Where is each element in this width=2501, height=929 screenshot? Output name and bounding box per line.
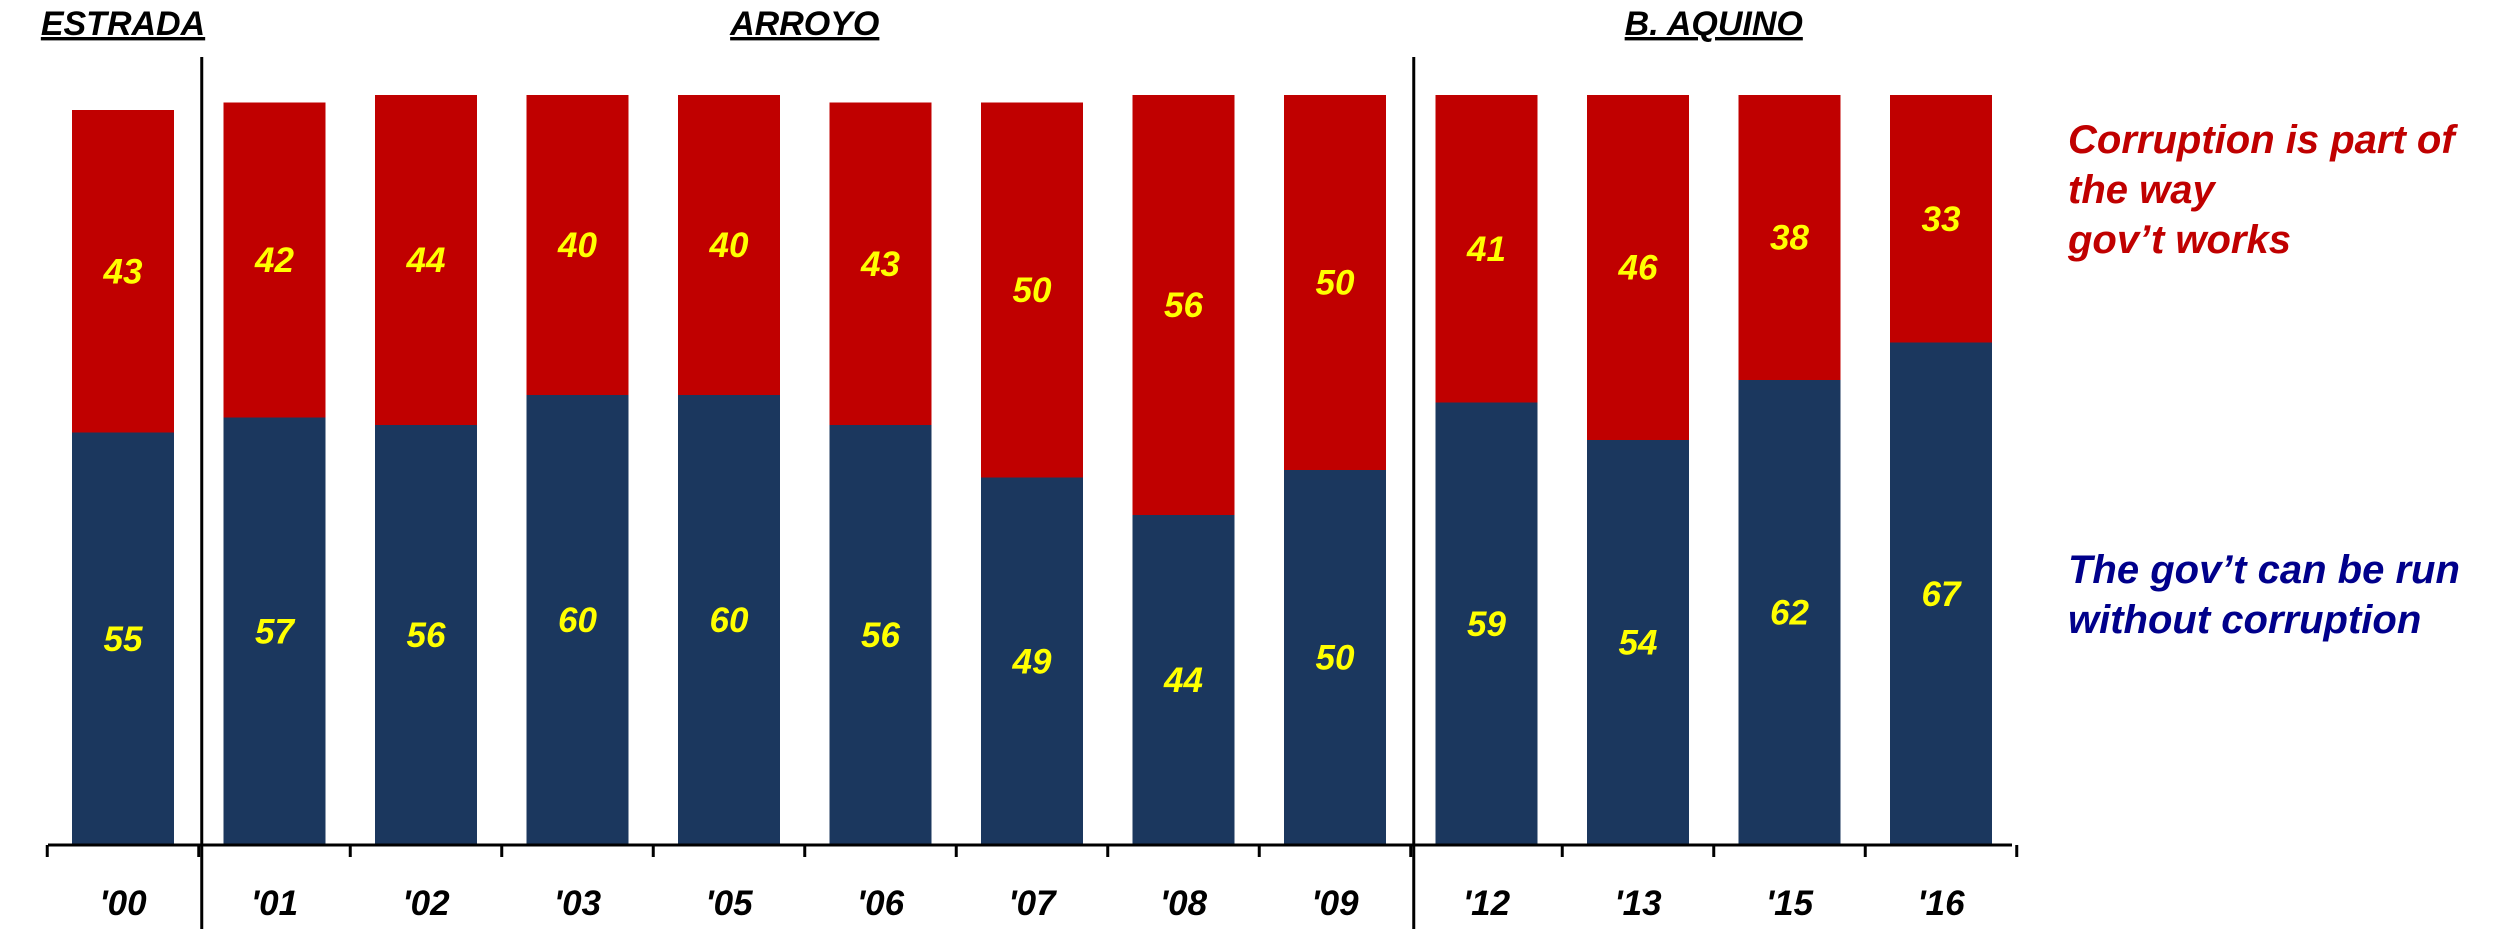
legend-line: gov’t works [2068,218,2291,262]
data-label: 43 [103,252,143,291]
data-label: 50 [1316,264,1355,303]
bar-segment-corruption-part-15 [1738,95,1841,380]
x-tick-label: '13 [1614,884,1662,923]
legend-line: without corruption [2068,598,2422,642]
bar-segment-run-without-13 [1587,440,1689,845]
bar-segment-corruption-part-03 [526,95,629,395]
bar-segment-corruption-part-07 [981,102,1083,478]
data-label: 57 [255,612,295,651]
period-title: ARROYO [729,5,879,43]
data-label: 44 [1163,661,1203,700]
x-tick-label: '16 [1917,884,1965,923]
data-label: 60 [710,601,749,640]
bar-segment-run-without-08 [1132,515,1235,845]
bar-segment-corruption-part-01 [223,102,326,418]
bar-segment-run-without-07 [981,477,1083,845]
bar-segment-corruption-part-09 [1284,95,1386,470]
x-tick-label: '02 [402,884,450,923]
data-label: 67 [1922,575,1962,614]
bar-segment-corruption-part-05 [678,95,780,395]
x-tick-label: '08 [1160,884,1208,923]
bar-segment-corruption-part-13 [1587,95,1689,440]
data-label: 56 [861,616,900,655]
x-tick-label: '12 [1463,884,1511,923]
bar-segment-run-without-09 [1284,470,1386,845]
x-tick-label: '00 [99,884,147,923]
bar-segment-run-without-00 [72,432,174,845]
period-titles: ESTRADA ARROYO B. AQUINO [41,5,1803,929]
bar-segment-run-without-05 [678,395,780,845]
legend-run-without-corruption: The gov’t can be run without corruption [2068,545,2460,645]
legend-line: The gov’t can be run [2068,548,2460,592]
bar-segment-run-without-01 [223,417,326,845]
data-label: 46 [1618,249,1658,288]
bars [72,95,1992,845]
data-label: 43 [860,245,900,284]
bar-segment-corruption-part-06 [829,102,932,425]
bar-segment-run-without-02 [375,425,477,845]
bar-segment-run-without-15 [1738,380,1841,845]
x-tick-label: '03 [554,884,602,923]
period-title: B. AQUINO [1625,5,1803,43]
bar-segment-corruption-part-08 [1132,95,1235,515]
legend-corruption-part: Corruption is part of the way gov’t work… [2068,115,2455,265]
data-label: 62 [1770,594,1809,633]
x-tick-label: '07 [1008,884,1057,923]
bar-segment-run-without-12 [1435,402,1538,845]
bar-segment-run-without-16 [1890,342,1992,845]
bar-segment-run-without-03 [526,395,629,845]
bar-segment-corruption-part-12 [1435,95,1538,403]
data-label: 41 [1466,230,1506,269]
bar-segment-corruption-part-00 [72,110,174,433]
data-label: 56 [1164,286,1203,325]
data-label: 40 [557,226,597,265]
data-label: 56 [407,616,446,655]
data-labels: 55 43 57 42 56 44 60 40 60 40 56 43 49 50 44 56 50 50 59 41… [103,200,1962,700]
data-label: 42 [254,241,294,280]
data-label: 50 [1013,271,1052,310]
x-tick-label: '09 [1311,884,1359,923]
legend-line: the way [2068,168,2215,212]
x-tick-label: '05 [705,884,753,923]
data-label: 59 [1467,605,1506,644]
bar-segment-corruption-part-02 [375,95,477,425]
data-label: 55 [104,620,143,659]
data-label: 54 [1619,624,1658,663]
x-tick-label: '15 [1766,884,1814,923]
x-tick-label: '01 [251,884,298,923]
data-label: 40 [709,226,749,265]
data-label: 33 [1922,200,1961,239]
data-label: 60 [558,601,597,640]
data-label: 49 [1012,642,1052,681]
data-label: 38 [1770,219,1809,258]
period-title: ESTRADA [41,5,205,43]
data-label: 50 [1316,639,1355,678]
bar-segment-corruption-part-16 [1890,95,1992,343]
bar-segment-run-without-06 [829,425,932,845]
data-label: 44 [406,241,446,280]
x-tick-label: '06 [857,884,905,923]
x-axis: '00 '01 '02 '03 '05 '06 '07 '08 '09 '12 '13 '15 '16 [45,843,2019,923]
legend-line: Corruption is part of [2068,118,2455,162]
